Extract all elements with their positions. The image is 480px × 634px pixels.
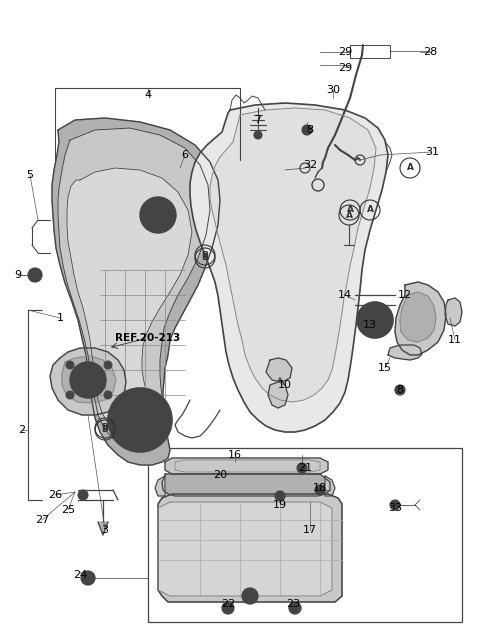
Circle shape [302,125,312,135]
Text: 8: 8 [306,125,313,135]
Text: 1: 1 [57,313,63,323]
Text: 32: 32 [303,160,317,170]
Polygon shape [190,103,388,432]
Text: 19: 19 [273,500,287,510]
Text: B: B [102,424,108,432]
Circle shape [315,485,325,495]
Polygon shape [325,476,335,496]
Text: 15: 15 [378,363,392,373]
Circle shape [140,197,176,233]
Circle shape [66,391,74,399]
Polygon shape [50,348,126,415]
Text: 22: 22 [221,599,235,609]
Polygon shape [388,345,422,360]
Text: A: A [367,205,373,214]
Text: 27: 27 [35,515,49,525]
Polygon shape [52,118,220,465]
Circle shape [78,490,88,500]
Text: 18: 18 [313,483,327,493]
Text: 28: 28 [423,47,437,57]
Text: B: B [202,250,208,259]
Circle shape [108,388,172,452]
Text: REF.20-213: REF.20-213 [115,333,180,343]
Text: 26: 26 [48,490,62,500]
Circle shape [132,412,148,428]
Circle shape [66,361,74,369]
Circle shape [297,463,307,473]
Circle shape [148,205,168,225]
Text: 8: 8 [396,385,404,395]
Circle shape [289,602,301,614]
Text: 4: 4 [144,90,152,100]
Text: 33: 33 [388,503,402,513]
Circle shape [104,391,112,399]
Text: 14: 14 [338,290,352,300]
Polygon shape [445,298,462,326]
Text: 16: 16 [228,450,242,460]
Polygon shape [58,128,210,446]
Polygon shape [210,108,376,402]
Text: 7: 7 [254,115,262,125]
Text: A: A [407,164,413,172]
Polygon shape [266,358,292,382]
Polygon shape [67,168,192,431]
Polygon shape [268,378,288,408]
Text: 31: 31 [425,147,439,157]
Text: A: A [346,210,352,219]
Text: 24: 24 [73,570,87,580]
Polygon shape [62,356,116,403]
Text: 11: 11 [448,335,462,345]
Text: 5: 5 [26,170,34,180]
Text: 2: 2 [18,425,25,435]
Circle shape [390,500,400,510]
Circle shape [28,268,42,282]
Text: A: A [347,205,353,214]
Circle shape [120,400,160,440]
Text: 12: 12 [398,290,412,300]
Circle shape [242,588,258,604]
Circle shape [395,385,405,395]
Text: B: B [102,425,108,434]
Text: 9: 9 [14,270,22,280]
Bar [148,448,462,622]
Polygon shape [158,494,342,602]
Circle shape [365,310,385,330]
Polygon shape [158,502,332,596]
Polygon shape [165,458,328,474]
Text: 10: 10 [278,380,292,390]
Polygon shape [155,476,165,496]
Text: 21: 21 [298,463,312,473]
Text: 29: 29 [338,47,352,57]
Text: 25: 25 [61,505,75,515]
Text: 13: 13 [363,320,377,330]
Polygon shape [98,522,108,535]
Text: 30: 30 [326,85,340,95]
Text: B: B [202,254,208,262]
Circle shape [104,361,112,369]
Circle shape [70,362,106,398]
Text: 23: 23 [286,599,300,609]
Circle shape [254,131,262,139]
Circle shape [357,302,393,338]
Text: 6: 6 [181,150,189,160]
Polygon shape [400,292,436,342]
Text: 29: 29 [338,63,352,73]
Text: 17: 17 [303,525,317,535]
Polygon shape [162,474,330,496]
Circle shape [371,316,379,324]
Polygon shape [395,282,446,355]
Circle shape [222,602,234,614]
Circle shape [275,491,285,501]
Circle shape [78,370,98,390]
Circle shape [81,571,95,585]
Text: 20: 20 [213,470,227,480]
Text: 3: 3 [101,525,108,535]
